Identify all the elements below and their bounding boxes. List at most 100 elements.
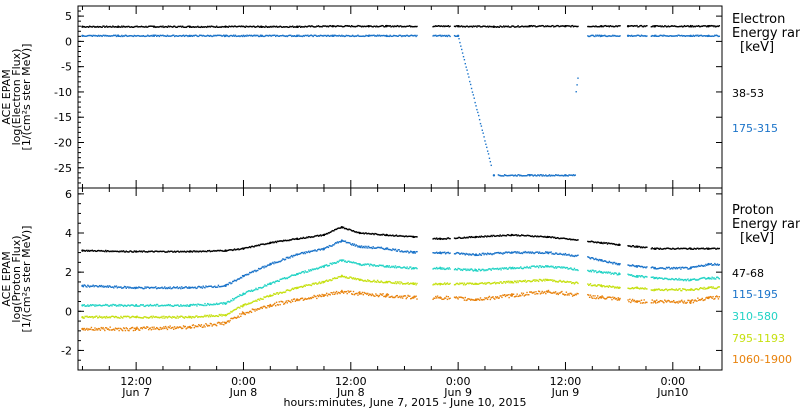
y-tick-label: -10	[54, 86, 72, 99]
data-point	[389, 234, 391, 236]
data-point	[382, 233, 384, 235]
data-point	[288, 26, 290, 28]
data-point	[571, 282, 573, 285]
data-point	[193, 26, 195, 28]
data-point	[127, 251, 129, 253]
data-point	[470, 87, 473, 90]
data-point	[676, 25, 678, 28]
data-point	[355, 231, 357, 233]
data-point	[669, 35, 671, 37]
data-point	[93, 285, 95, 288]
data-point	[393, 235, 395, 237]
data-point	[485, 253, 487, 255]
data-point	[134, 35, 136, 37]
data-point	[650, 276, 653, 279]
data-point	[89, 328, 92, 330]
data-point	[561, 290, 563, 293]
data-point	[180, 315, 182, 317]
data-point	[183, 317, 186, 319]
data-point	[384, 296, 387, 298]
data-point	[509, 26, 511, 28]
data-point	[97, 316, 100, 319]
data-point	[191, 26, 194, 28]
data-point	[258, 244, 261, 247]
data-point	[372, 265, 374, 267]
data-point	[119, 317, 121, 319]
data-point	[301, 297, 304, 299]
data-point	[303, 237, 305, 239]
data-point	[466, 253, 468, 256]
data-point	[561, 253, 563, 256]
data-point	[261, 243, 263, 245]
data-point	[387, 280, 390, 283]
data-point	[295, 286, 299, 290]
data-point	[168, 304, 170, 307]
data-point	[140, 286, 143, 289]
data-point	[224, 314, 227, 317]
data-point	[606, 261, 609, 264]
data-point	[128, 25, 130, 28]
data-point	[486, 252, 489, 254]
data-point	[629, 298, 631, 301]
data-point	[576, 292, 578, 295]
data-point	[462, 297, 465, 299]
data-point	[525, 175, 527, 177]
data-point	[318, 266, 321, 269]
data-point	[149, 35, 152, 37]
data-point	[492, 25, 496, 28]
data-point	[161, 34, 163, 37]
data-point	[673, 25, 675, 27]
data-point	[666, 267, 669, 269]
data-point	[211, 315, 213, 318]
data-point	[546, 265, 549, 268]
data-point	[459, 282, 461, 284]
data-point	[178, 305, 180, 307]
data-point	[221, 25, 223, 28]
data-point	[351, 261, 354, 264]
data-point	[122, 35, 124, 38]
data-point	[116, 250, 119, 252]
data-point	[188, 25, 192, 28]
data-point	[124, 286, 127, 288]
data-point	[461, 269, 464, 272]
data-point	[287, 35, 289, 37]
data-point	[633, 275, 636, 278]
data-point	[517, 281, 519, 284]
data-point	[157, 34, 160, 37]
data-point	[357, 246, 359, 248]
data-point	[633, 265, 636, 267]
data-point	[674, 278, 677, 280]
data-point	[147, 286, 150, 289]
data-point	[180, 326, 182, 329]
data-point	[123, 315, 126, 318]
data-point	[182, 251, 185, 253]
data-point	[401, 35, 404, 37]
data-point	[168, 315, 170, 318]
data-point	[144, 26, 146, 28]
data-point	[262, 286, 264, 289]
data-point	[529, 235, 532, 237]
data-point	[459, 41, 461, 44]
data-point	[389, 296, 391, 298]
data-point	[147, 25, 150, 28]
data-point	[541, 175, 543, 177]
data-point	[562, 237, 564, 239]
data-point	[558, 253, 560, 255]
data-point	[457, 252, 459, 254]
data-point	[652, 35, 654, 37]
data-point	[512, 25, 515, 27]
data-point	[527, 280, 529, 282]
data-point	[410, 34, 413, 36]
data-point	[389, 34, 391, 37]
data-point	[403, 282, 406, 285]
data-point	[330, 262, 332, 265]
data-point	[291, 238, 294, 240]
data-point	[220, 322, 222, 324]
data-point	[527, 174, 529, 176]
data-point	[445, 34, 448, 37]
data-point	[86, 327, 88, 330]
data-point	[408, 252, 410, 254]
data-point	[405, 251, 407, 253]
data-point	[130, 316, 132, 319]
data-point	[292, 26, 295, 28]
